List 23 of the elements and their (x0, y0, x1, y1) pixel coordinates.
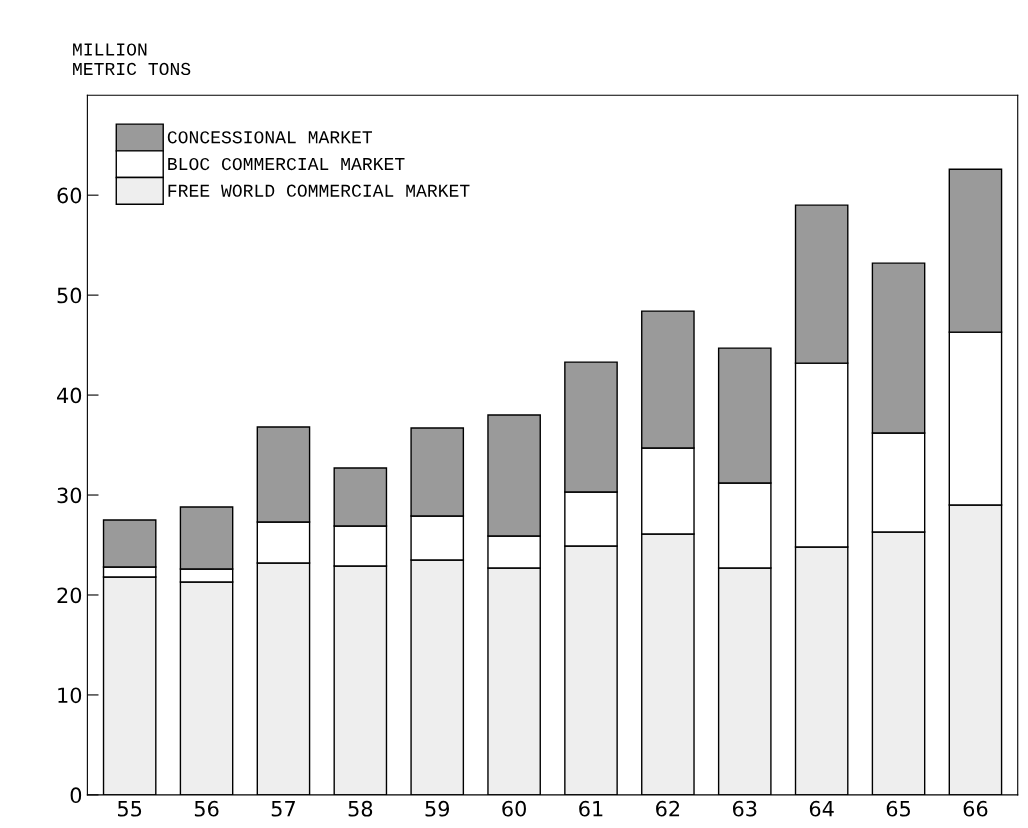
x-tick-label: 57 (271, 801, 295, 817)
y-tick-label: 60 (57, 187, 82, 204)
y-tick-label: 10 (58, 687, 82, 704)
y-tick-label: 20 (57, 587, 82, 604)
x-tick-label: 59 (425, 800, 450, 817)
x-tick-label: 55 (118, 801, 142, 817)
x-tick-label: 65 (886, 800, 910, 817)
x-tick-label: 63 (732, 800, 757, 817)
y-axis-title: MILLION METRIC TONS (73, 43, 191, 76)
y-tick-label: 40 (57, 387, 82, 404)
y-tick-label: 50 (57, 287, 82, 304)
x-tick-label: 61 (579, 800, 603, 817)
legend-label: CONCESSIONAL MARKET (167, 131, 373, 144)
x-tick-label: 62 (656, 800, 680, 817)
legend-label: FREE WORLD COMMERCIAL MARKET (168, 184, 470, 197)
x-tick-label: 66 (963, 800, 988, 817)
y-tick-label: 0 (70, 787, 82, 804)
x-tick-label: 64 (809, 800, 834, 817)
y-tick-label: 30 (57, 487, 82, 504)
legend-label: BLOC COMMERCIAL MARKET (168, 157, 405, 171)
x-tick-label: 60 (502, 800, 526, 817)
x-tick-label: 56 (194, 800, 219, 817)
x-tick-label: 58 (348, 800, 373, 817)
